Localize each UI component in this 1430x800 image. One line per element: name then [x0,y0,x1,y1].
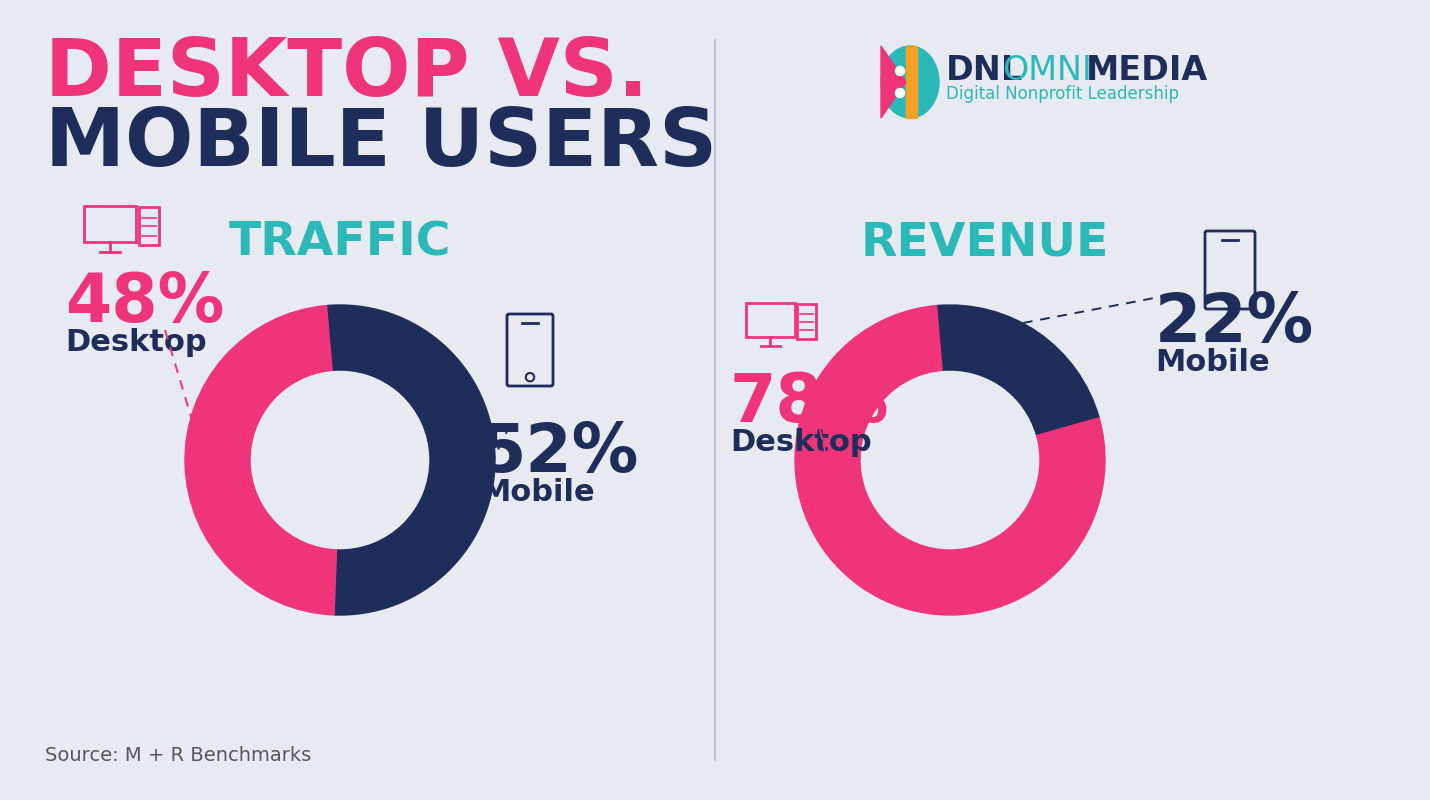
Text: Mobile: Mobile [1155,348,1270,377]
Wedge shape [326,305,495,615]
Ellipse shape [881,46,940,118]
Wedge shape [795,306,1105,615]
Circle shape [895,89,905,98]
Text: Desktop: Desktop [729,428,872,457]
Text: 48%: 48% [64,270,225,336]
Polygon shape [881,46,907,118]
Text: TRAFFIC: TRAFFIC [229,220,452,265]
Text: DESKTOP VS.: DESKTOP VS. [44,35,648,113]
Wedge shape [937,305,1100,435]
Text: OMNI: OMNI [1002,54,1091,86]
Text: REVENUE: REVENUE [861,220,1110,265]
Text: 52%: 52% [480,420,639,486]
Text: MOBILE USERS: MOBILE USERS [44,105,716,183]
Text: Mobile: Mobile [480,478,595,507]
Text: Source: M + R Benchmarks: Source: M + R Benchmarks [44,746,312,765]
Wedge shape [184,306,336,615]
Text: MEDIA: MEDIA [1085,54,1208,86]
FancyBboxPatch shape [907,46,917,118]
Text: 22%: 22% [1155,290,1314,356]
Circle shape [895,66,905,75]
Text: Digital Nonprofit Leadership: Digital Nonprofit Leadership [947,85,1178,103]
Text: 78%: 78% [729,370,889,436]
Text: Desktop: Desktop [64,328,206,357]
Text: DNL: DNL [947,54,1024,86]
